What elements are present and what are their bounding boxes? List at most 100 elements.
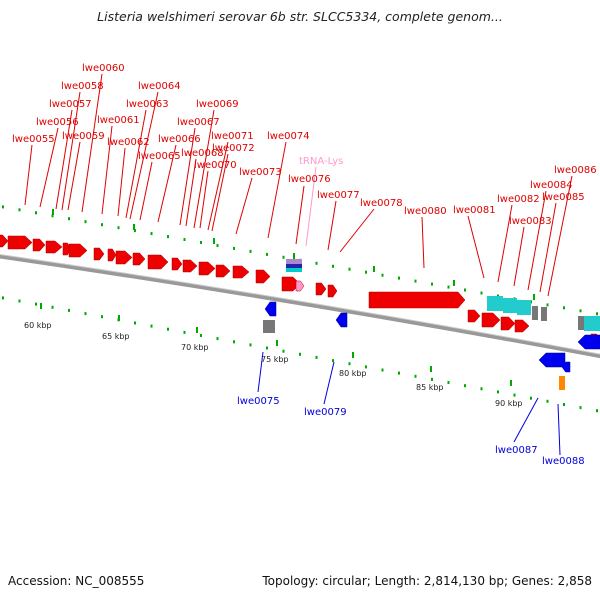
upper-tick [233, 246, 235, 250]
lower-tick [216, 337, 219, 341]
label-leader-line [497, 204, 513, 283]
lower-major-tick [510, 380, 512, 386]
lower-tick [381, 368, 384, 372]
label-lwe0075: lwe0075 [237, 396, 280, 407]
misc-feature-box [286, 264, 302, 268]
upper-tick [414, 279, 417, 283]
forward-gene-arrow [368, 291, 466, 309]
lower-tick [315, 355, 318, 359]
label-lwe0056: lwe0056 [36, 117, 79, 128]
lower-tick [447, 381, 450, 384]
lower-tick [282, 349, 285, 353]
genome-backbone-highlight [0, 253, 600, 355]
label-leader-line [467, 215, 485, 279]
misc-feature-box [541, 307, 547, 321]
label-lwe0069: lwe0069 [196, 99, 239, 110]
reverse-gene-arrow [561, 361, 571, 373]
upper-major-tick [52, 209, 54, 215]
label-leader-line [339, 208, 375, 253]
label-leader-line [199, 170, 209, 229]
label-leader-line [513, 226, 525, 287]
upper-tick [464, 288, 466, 292]
forward-gene-arrow [500, 316, 516, 331]
misc-feature-box [286, 268, 302, 272]
label-leader-line [67, 141, 81, 211]
lower-major-tick [276, 340, 278, 346]
lower-tick [414, 374, 417, 378]
upper-tick [249, 249, 252, 253]
upper-major-tick [533, 294, 535, 300]
lower-tick [150, 324, 153, 328]
lower-tick [530, 396, 532, 400]
lower-tick [579, 406, 582, 410]
lower-tick [134, 321, 136, 325]
forward-gene-arrow [45, 240, 63, 254]
upper-tick [18, 208, 21, 212]
genome-backbone [0, 254, 600, 359]
forward-gene-arrow [198, 261, 216, 276]
label-lwe0062: lwe0062 [107, 137, 150, 148]
label-leader-line [81, 73, 103, 213]
topology-text: Topology: circular; Length: 2,814,130 bp… [262, 574, 592, 588]
upper-tick [35, 211, 37, 215]
upper-tick [117, 226, 120, 230]
upper-tick [431, 282, 433, 286]
misc-feature-box [578, 316, 584, 330]
label-leader-line [55, 109, 73, 210]
forward-gene-arrow [182, 259, 198, 273]
label-lwe0057: lwe0057 [49, 99, 92, 110]
upper-tick [134, 229, 136, 233]
upper-tick [183, 238, 186, 241]
label-leader-line [211, 153, 229, 232]
scale-label-70: 70 kbp [181, 343, 209, 352]
lower-tick [546, 399, 549, 403]
scale-label-75: 75 kbp [261, 355, 289, 364]
lower-tick [200, 334, 202, 337]
upper-major-tick [293, 253, 295, 259]
label-leader-line [125, 109, 147, 219]
label-leader-line [39, 127, 59, 208]
forward-gene-arrow [7, 235, 33, 250]
label-lwe0074: lwe0074 [267, 131, 310, 142]
upper-tick [51, 214, 54, 218]
label-lwe0055: lwe0055 [12, 134, 55, 145]
label-trna-lys: tRNA-Lys [299, 156, 343, 167]
label-lwe0080: lwe0080 [404, 206, 447, 217]
label-lwe0078: lwe0078 [360, 198, 403, 209]
forward-gene-arrow [327, 284, 338, 298]
label-leader-lines [24, 73, 573, 456]
forward-gene-arrow [232, 265, 250, 279]
scale-label-90: 90 kbp [495, 399, 523, 408]
forward-gene-arrow [68, 243, 88, 258]
lower-tick [513, 393, 516, 397]
forward-gene-arrow [107, 248, 117, 262]
forward-gene-arrow [147, 254, 169, 270]
forward-gene-arrow [215, 264, 231, 278]
label-leader-line [129, 91, 159, 220]
label-lwe0061: lwe0061 [97, 115, 140, 126]
label-lwe0087: lwe0087 [495, 445, 538, 456]
lower-tick [332, 359, 334, 363]
label-leader-line [327, 200, 337, 251]
upper-major-tick [213, 238, 215, 244]
forward-gene-arrow [481, 312, 501, 328]
label-lwe0081: lwe0081 [453, 205, 496, 216]
lower-tick [101, 315, 103, 319]
forward-gene-arrow [0, 234, 9, 248]
upper-major-tick [453, 280, 455, 286]
lower-tick [35, 302, 37, 306]
lower-tick [365, 365, 367, 369]
misc-feature-box [286, 259, 302, 264]
lower-tick [266, 346, 268, 350]
upper-tick [2, 205, 4, 209]
upper-tick [84, 220, 87, 224]
lower-tick [68, 308, 70, 312]
label-leader-line [139, 161, 153, 221]
misc-feature-box [532, 306, 538, 320]
upper-tick [398, 276, 400, 280]
label-lwe0073: lwe0073 [239, 167, 282, 178]
upper-tick [282, 255, 285, 259]
upper-tick [447, 285, 450, 289]
forward-gene-arrow [295, 280, 305, 292]
